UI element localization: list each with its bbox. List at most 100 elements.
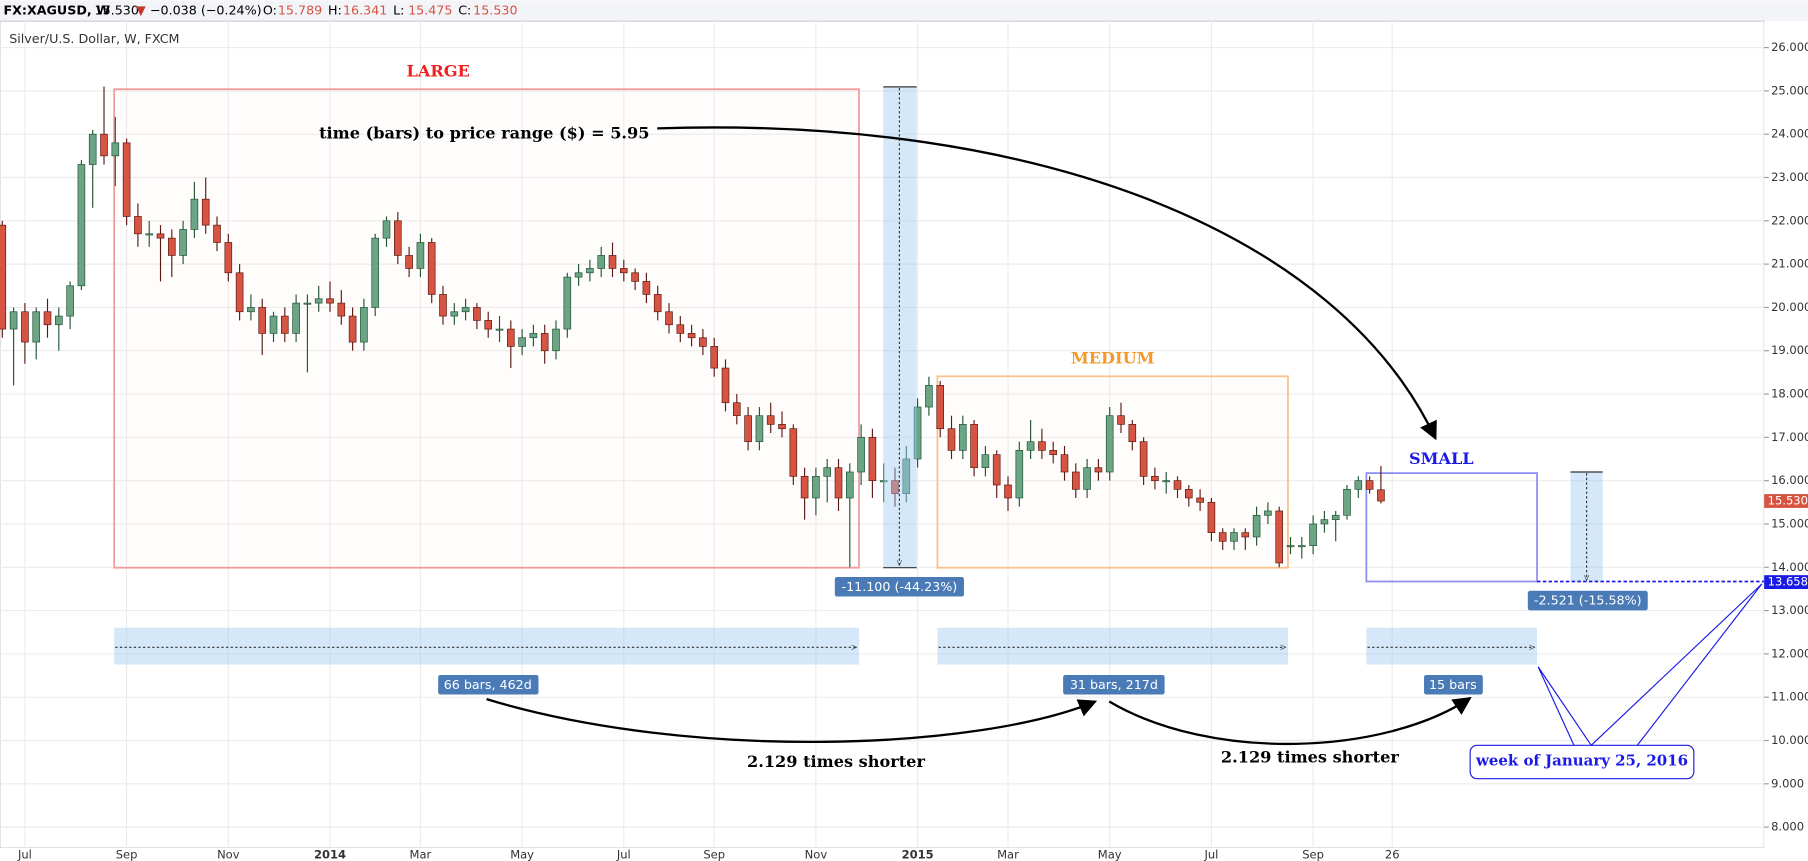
candle-body (111, 142, 120, 157)
candle-body (1354, 480, 1363, 490)
candle-body (473, 307, 481, 321)
candle-body (1004, 484, 1012, 499)
x-tick-label: Mar (410, 847, 432, 861)
candle-body (1230, 532, 1238, 542)
label-medium: MEDIUM (1071, 349, 1155, 368)
x-tick-label: Jul (616, 847, 631, 861)
candle-body (529, 333, 538, 339)
candle-body (552, 328, 560, 352)
y-tick-label: 24.000 (1771, 127, 1808, 141)
candle-body (507, 328, 515, 347)
x-tick-label: 26 (1385, 847, 1400, 861)
candle-body (518, 337, 526, 347)
candle-body (1343, 488, 1351, 516)
candle-body (563, 276, 572, 330)
range-label: -11.100 (-44.23%) (842, 579, 958, 594)
price-badge (1764, 575, 1808, 590)
candle-body (834, 467, 843, 499)
candle-body (258, 307, 267, 334)
shorter-text: 2.129 times shorter (747, 752, 925, 771)
candle-body (540, 333, 549, 352)
x-tick-label: May (1098, 847, 1122, 861)
candle-body (653, 294, 662, 313)
badge (1527, 590, 1648, 611)
candle-body (371, 237, 380, 308)
label-large: LARGE (407, 61, 470, 80)
candle-body (1105, 415, 1114, 473)
candle-body (642, 281, 651, 295)
callout (1537, 666, 1592, 746)
candle-body (1060, 454, 1069, 473)
chart-title: Silver/U.S. Dollar, W, FXCM (9, 31, 179, 46)
candle-body (9, 311, 18, 330)
candle-body (936, 385, 945, 430)
bars-label: 31 bars, 217d (1070, 677, 1158, 692)
candle-body (1117, 415, 1125, 425)
header-bar (0, 0, 1808, 22)
candle-body (823, 467, 832, 477)
candle-body (1377, 489, 1385, 502)
y-tick-label: 21.000 (1771, 257, 1808, 271)
small-range (1570, 472, 1603, 582)
candle-body (427, 242, 436, 295)
candle-body (574, 272, 583, 278)
candle-body (676, 324, 685, 334)
y-tick-label: 17.000 (1771, 430, 1808, 444)
candle-body (981, 454, 990, 469)
week-text: week of January 25, 2016 (1475, 751, 1688, 769)
bar-ranges (114, 627, 1538, 665)
x-tick-label: Jul (1203, 847, 1218, 861)
candle-body (721, 367, 730, 404)
candle-body (1038, 441, 1046, 451)
ohlc-label: L: (393, 2, 404, 17)
x-tick-label: Nov (805, 847, 828, 861)
y-tick-label: 18.000 (1771, 387, 1808, 401)
ohlc-label: O: (263, 2, 277, 17)
candle-body (156, 233, 165, 239)
time-axis (0, 847, 1765, 861)
candle-body (1331, 514, 1340, 520)
candle-body (1320, 519, 1329, 525)
header: FX:XAGUSD, W 15.530 ▼ −0.038 (−0.24%) O:… (3, 2, 517, 17)
candle-body (608, 255, 617, 269)
y-tick-label: 10.000 (1771, 733, 1808, 747)
candle-body (281, 315, 289, 334)
candle-body (1049, 449, 1058, 456)
ohlc-label: C: (458, 2, 471, 17)
candle-body (800, 475, 809, 499)
candle-body (495, 328, 504, 331)
price-axis (1764, 21, 1808, 861)
y-tick-label: 9.000 (1771, 776, 1804, 790)
down-icon: ▼ (136, 2, 146, 17)
range-label: -2.521 (-15.58%) (1534, 593, 1642, 608)
y-tick-label: 8.000 (1771, 820, 1804, 834)
candle-body (190, 198, 199, 230)
candle-body (620, 268, 628, 274)
candle-body (744, 415, 752, 443)
candle-body (1139, 441, 1148, 477)
candle-body (168, 237, 176, 256)
candle-body (43, 311, 52, 326)
candle-body (868, 437, 877, 482)
candle-body (1151, 475, 1159, 482)
candle-body (213, 224, 221, 243)
week-box (1469, 744, 1695, 780)
candle-body (789, 428, 798, 477)
candle-body (66, 285, 74, 317)
candle-body (1286, 545, 1295, 548)
candle-body (1072, 471, 1080, 490)
candle-body (733, 402, 741, 417)
candle-body (247, 307, 255, 313)
price-badge (1764, 494, 1808, 508)
callout-lines (1537, 583, 1763, 746)
candle-body (1252, 514, 1261, 538)
candle-body (1264, 510, 1272, 516)
bars-label: 15 bars (1429, 677, 1477, 692)
x-tick-label: Jul (17, 847, 32, 861)
y-tick-label: 25.000 (1771, 83, 1808, 97)
candle-body (1298, 545, 1306, 548)
y-tick-label: 23.000 (1771, 170, 1808, 184)
candle-body (1365, 480, 1374, 490)
candle-body (394, 220, 402, 256)
candle-body (902, 458, 911, 494)
